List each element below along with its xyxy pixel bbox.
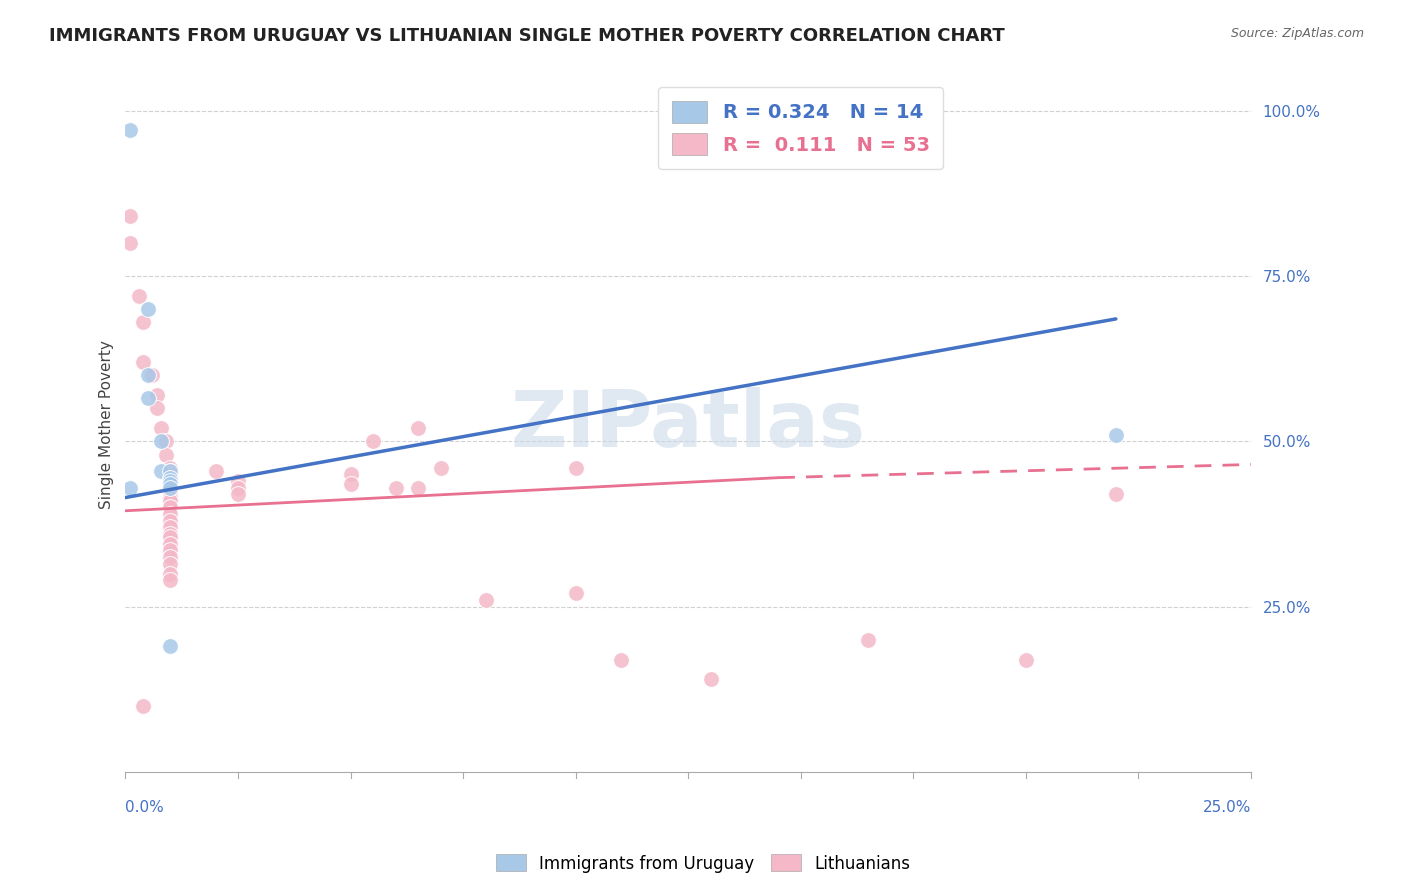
Text: IMMIGRANTS FROM URUGUAY VS LITHUANIAN SINGLE MOTHER POVERTY CORRELATION CHART: IMMIGRANTS FROM URUGUAY VS LITHUANIAN SI… bbox=[49, 27, 1005, 45]
Text: 0.0%: 0.0% bbox=[125, 800, 165, 815]
Point bbox=[361, 434, 384, 449]
Y-axis label: Single Mother Poverty: Single Mother Poverty bbox=[100, 341, 114, 509]
Point bbox=[159, 514, 181, 528]
Point bbox=[159, 520, 181, 534]
Point bbox=[609, 652, 631, 666]
Point bbox=[136, 392, 159, 406]
Point bbox=[128, 289, 150, 303]
Point bbox=[226, 487, 249, 501]
Point bbox=[132, 698, 155, 713]
Point bbox=[159, 573, 181, 587]
Point bbox=[159, 467, 181, 482]
Point bbox=[136, 368, 159, 383]
Point bbox=[204, 464, 226, 478]
Point bbox=[474, 593, 496, 607]
Point bbox=[132, 355, 155, 369]
Point bbox=[159, 537, 181, 551]
Point bbox=[159, 530, 181, 544]
Text: ZIPatlas: ZIPatlas bbox=[510, 387, 866, 463]
Point bbox=[159, 507, 181, 521]
Point bbox=[159, 566, 181, 581]
Point bbox=[159, 460, 181, 475]
Point bbox=[159, 474, 181, 488]
Point bbox=[406, 481, 429, 495]
Point bbox=[384, 481, 406, 495]
Point bbox=[226, 474, 249, 488]
Point bbox=[429, 460, 451, 475]
Point bbox=[155, 448, 177, 462]
Point bbox=[141, 368, 163, 383]
Point bbox=[146, 388, 169, 402]
Point bbox=[146, 401, 169, 416]
Point bbox=[858, 632, 880, 647]
Point bbox=[159, 483, 181, 498]
Point bbox=[150, 434, 173, 449]
Point bbox=[136, 301, 159, 316]
Point bbox=[155, 434, 177, 449]
Point bbox=[339, 477, 361, 491]
Point bbox=[150, 421, 173, 435]
Point bbox=[159, 557, 181, 571]
Point bbox=[159, 487, 181, 501]
Point bbox=[1105, 427, 1128, 442]
Point bbox=[1015, 652, 1038, 666]
Legend: R = 0.324   N = 14, R =  0.111   N = 53: R = 0.324 N = 14, R = 0.111 N = 53 bbox=[658, 87, 943, 169]
Point bbox=[564, 586, 586, 600]
Text: 25.0%: 25.0% bbox=[1202, 800, 1251, 815]
Point bbox=[118, 123, 141, 137]
Point bbox=[159, 500, 181, 515]
Point bbox=[150, 464, 173, 478]
Point bbox=[118, 481, 141, 495]
Point bbox=[226, 481, 249, 495]
Point bbox=[118, 235, 141, 250]
Point bbox=[159, 550, 181, 565]
Point bbox=[159, 491, 181, 505]
Point bbox=[564, 460, 586, 475]
Text: Source: ZipAtlas.com: Source: ZipAtlas.com bbox=[1230, 27, 1364, 40]
Point bbox=[159, 464, 181, 478]
Point bbox=[159, 481, 181, 495]
Point bbox=[699, 673, 721, 687]
Point bbox=[159, 477, 181, 491]
Point bbox=[339, 467, 361, 482]
Point bbox=[159, 464, 181, 478]
Point bbox=[1105, 487, 1128, 501]
Point bbox=[159, 471, 181, 485]
Point bbox=[159, 543, 181, 558]
Point bbox=[132, 315, 155, 329]
Point bbox=[406, 421, 429, 435]
Point bbox=[159, 640, 181, 654]
Point bbox=[159, 493, 181, 508]
Point bbox=[118, 210, 141, 224]
Legend: Immigrants from Uruguay, Lithuanians: Immigrants from Uruguay, Lithuanians bbox=[489, 847, 917, 880]
Point bbox=[159, 474, 181, 488]
Point bbox=[159, 527, 181, 541]
Point bbox=[159, 477, 181, 491]
Point bbox=[159, 481, 181, 495]
